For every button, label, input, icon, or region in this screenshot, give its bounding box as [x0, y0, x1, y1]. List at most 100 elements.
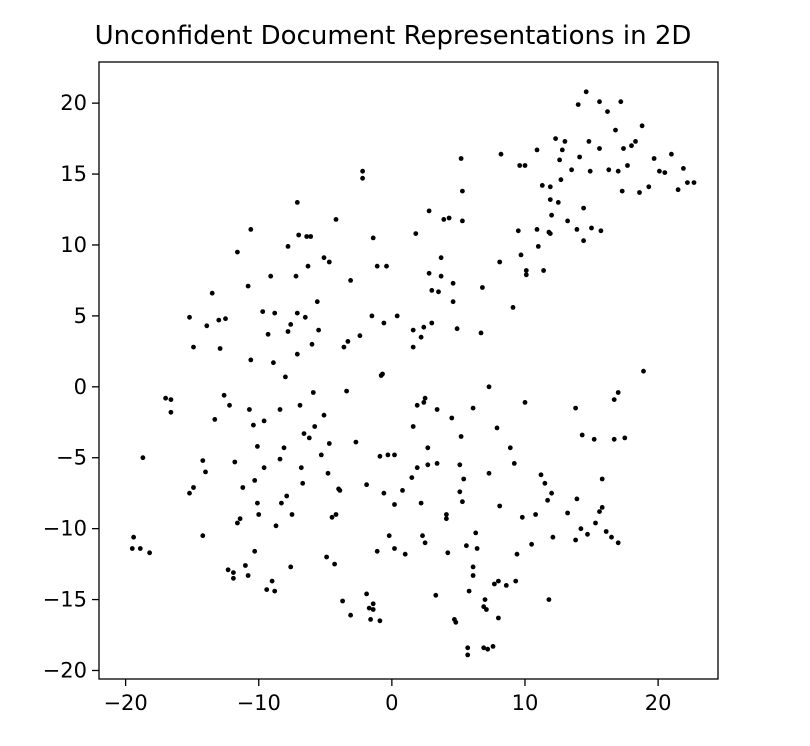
- data-point: [255, 444, 260, 449]
- data-point: [168, 397, 174, 402]
- data-point: [425, 462, 431, 468]
- data-point: [622, 435, 628, 441]
- data-point: [518, 252, 524, 258]
- data-point: [269, 578, 275, 584]
- x-tick-label: 20: [645, 691, 672, 715]
- data-point: [414, 402, 420, 408]
- data-point: [426, 270, 432, 276]
- data-point: [384, 263, 389, 269]
- data-point: [438, 273, 444, 279]
- data-point: [597, 146, 602, 151]
- data-point: [498, 151, 504, 157]
- data-point: [619, 188, 625, 194]
- data-point: [444, 512, 449, 517]
- x-tick-label: 0: [385, 691, 398, 715]
- data-point: [306, 435, 312, 441]
- data-point: [247, 407, 252, 412]
- data-point: [547, 184, 553, 190]
- y-tick-label: 10: [60, 233, 87, 257]
- data-point: [449, 415, 455, 421]
- data-point: [553, 136, 558, 142]
- data-point: [288, 564, 294, 570]
- data-point: [281, 445, 287, 451]
- data-point: [283, 374, 288, 380]
- data-point: [497, 503, 503, 509]
- data-point: [308, 234, 314, 239]
- data-point: [364, 482, 369, 488]
- data-point: [420, 533, 425, 539]
- data-point: [345, 339, 351, 344]
- data-point: [534, 147, 540, 153]
- data-point: [422, 395, 428, 401]
- data-point: [461, 476, 467, 482]
- data-point: [573, 537, 578, 543]
- data-point: [496, 615, 501, 621]
- data-point: [200, 533, 206, 539]
- data-point: [465, 652, 471, 658]
- data-point: [637, 190, 642, 195]
- data-point: [305, 263, 311, 269]
- data-point: [599, 505, 605, 510]
- data-point: [426, 208, 432, 214]
- data-point: [314, 299, 320, 305]
- data-point: [304, 234, 310, 239]
- data-point: [209, 290, 215, 296]
- data-point: [470, 405, 476, 411]
- data-point: [578, 526, 584, 532]
- data-point: [575, 102, 581, 107]
- data-point: [574, 227, 580, 232]
- data-point: [264, 587, 270, 592]
- data-point: [581, 238, 586, 244]
- data-point: [256, 512, 262, 517]
- data-point: [615, 168, 621, 174]
- data-point: [353, 439, 359, 445]
- data-point: [386, 533, 392, 539]
- data-point: [302, 314, 308, 320]
- data-point: [326, 441, 332, 446]
- data-point: [621, 146, 626, 151]
- data-point: [470, 564, 476, 570]
- data-point: [377, 618, 383, 624]
- data-point: [515, 228, 521, 234]
- y-axis: −20 −15 −10 −5 0 5 10 15 20: [43, 91, 99, 682]
- data-point: [414, 465, 420, 471]
- data-point: [260, 309, 266, 314]
- data-point: [615, 390, 621, 395]
- data-point: [454, 326, 460, 332]
- data-point: [529, 541, 534, 547]
- data-point: [460, 218, 465, 224]
- data-point: [473, 530, 479, 536]
- data-point: [300, 480, 306, 486]
- data-point: [203, 469, 208, 475]
- data-point: [380, 371, 385, 377]
- data-point: [434, 461, 440, 466]
- data-point: [321, 255, 327, 261]
- data-point: [522, 400, 528, 405]
- data-point: [297, 402, 303, 408]
- data-point: [168, 409, 174, 415]
- data-point: [129, 546, 135, 551]
- data-point: [333, 217, 339, 222]
- data-point: [237, 516, 243, 522]
- data-point: [374, 263, 380, 269]
- data-point: [309, 341, 315, 347]
- data-point: [341, 344, 347, 350]
- data-point: [539, 183, 545, 188]
- data-point: [651, 156, 657, 161]
- data-point: [522, 163, 528, 168]
- data-point: [369, 313, 375, 319]
- data-point: [321, 412, 327, 418]
- data-point: [409, 475, 415, 480]
- y-tick-label: 5: [74, 304, 87, 328]
- data-point: [272, 310, 278, 316]
- data-point: [574, 496, 580, 502]
- data-point: [245, 283, 251, 289]
- data-point: [288, 322, 294, 327]
- points-layer: [129, 89, 697, 658]
- data-point: [669, 151, 674, 157]
- data-point: [368, 617, 373, 622]
- data-point: [541, 268, 546, 273]
- data-point: [485, 646, 491, 652]
- data-point: [586, 139, 592, 144]
- data-point: [446, 215, 452, 221]
